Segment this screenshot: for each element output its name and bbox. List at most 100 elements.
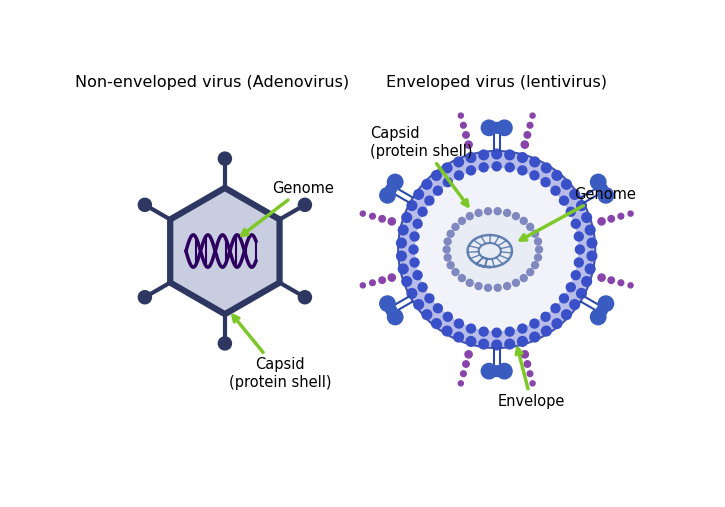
- Circle shape: [388, 218, 395, 225]
- Circle shape: [494, 208, 501, 214]
- Circle shape: [530, 319, 539, 328]
- Circle shape: [481, 120, 497, 135]
- Circle shape: [380, 188, 395, 203]
- Circle shape: [479, 163, 488, 172]
- Circle shape: [442, 163, 452, 173]
- Circle shape: [552, 319, 562, 329]
- Circle shape: [562, 310, 571, 319]
- Circle shape: [138, 291, 152, 304]
- Circle shape: [370, 213, 376, 219]
- Circle shape: [585, 225, 595, 235]
- Circle shape: [542, 326, 551, 336]
- Circle shape: [618, 280, 623, 285]
- Circle shape: [492, 149, 502, 159]
- Circle shape: [447, 262, 454, 269]
- Circle shape: [521, 275, 527, 281]
- Circle shape: [442, 326, 452, 336]
- Circle shape: [458, 218, 465, 224]
- Circle shape: [513, 212, 519, 220]
- Circle shape: [518, 337, 527, 346]
- Circle shape: [571, 220, 580, 228]
- Circle shape: [570, 190, 579, 199]
- Circle shape: [574, 258, 584, 267]
- Circle shape: [415, 168, 579, 331]
- Circle shape: [505, 327, 514, 336]
- Text: Genome: Genome: [241, 180, 334, 235]
- Circle shape: [598, 218, 605, 225]
- Circle shape: [370, 280, 376, 285]
- Circle shape: [444, 238, 451, 245]
- Circle shape: [443, 246, 450, 253]
- Circle shape: [460, 122, 466, 128]
- Text: Genome: Genome: [521, 187, 636, 240]
- Circle shape: [397, 251, 406, 261]
- Circle shape: [542, 163, 551, 173]
- Text: Envelope: Envelope: [497, 348, 565, 409]
- Circle shape: [138, 198, 152, 211]
- Circle shape: [618, 213, 623, 219]
- Circle shape: [551, 186, 560, 195]
- Circle shape: [413, 271, 422, 280]
- Circle shape: [530, 171, 539, 180]
- Circle shape: [402, 277, 412, 286]
- Circle shape: [518, 324, 527, 333]
- Circle shape: [458, 113, 463, 118]
- Circle shape: [484, 284, 492, 291]
- Circle shape: [409, 245, 418, 254]
- Circle shape: [299, 198, 312, 211]
- Circle shape: [576, 201, 587, 210]
- Circle shape: [218, 337, 231, 350]
- Circle shape: [598, 274, 605, 281]
- Circle shape: [452, 269, 459, 276]
- Text: Enveloped virus (lentivirus): Enveloped virus (lentivirus): [386, 76, 607, 90]
- Circle shape: [387, 309, 403, 324]
- Circle shape: [386, 305, 397, 316]
- Circle shape: [571, 271, 580, 280]
- Circle shape: [455, 171, 463, 180]
- Circle shape: [527, 224, 534, 230]
- Circle shape: [466, 337, 476, 346]
- Circle shape: [398, 151, 595, 348]
- Circle shape: [484, 208, 492, 214]
- Circle shape: [590, 309, 606, 324]
- Circle shape: [598, 188, 613, 203]
- Circle shape: [560, 196, 568, 205]
- Circle shape: [434, 186, 442, 195]
- Circle shape: [521, 218, 527, 224]
- Circle shape: [541, 178, 550, 187]
- Circle shape: [478, 150, 489, 160]
- Circle shape: [551, 304, 560, 313]
- Circle shape: [466, 153, 476, 162]
- Circle shape: [497, 120, 512, 135]
- Circle shape: [597, 305, 608, 316]
- Circle shape: [397, 238, 406, 248]
- Circle shape: [531, 262, 539, 269]
- Circle shape: [530, 113, 535, 118]
- Circle shape: [560, 294, 568, 303]
- Circle shape: [422, 179, 432, 189]
- Circle shape: [570, 300, 579, 309]
- Circle shape: [536, 246, 542, 253]
- Circle shape: [505, 163, 514, 172]
- Circle shape: [527, 371, 533, 377]
- Circle shape: [360, 211, 365, 216]
- Circle shape: [407, 288, 417, 298]
- Circle shape: [524, 132, 531, 138]
- Circle shape: [410, 232, 419, 241]
- Circle shape: [562, 179, 571, 189]
- Circle shape: [452, 224, 459, 230]
- Circle shape: [581, 277, 592, 286]
- Circle shape: [566, 207, 575, 216]
- Text: Non-enveloped virus (Adenovirus): Non-enveloped virus (Adenovirus): [75, 76, 349, 90]
- Circle shape: [530, 157, 539, 167]
- Circle shape: [497, 364, 512, 379]
- Circle shape: [530, 332, 539, 342]
- Circle shape: [475, 282, 482, 289]
- Circle shape: [608, 277, 615, 283]
- Circle shape: [431, 170, 442, 180]
- Polygon shape: [170, 188, 280, 314]
- Circle shape: [465, 351, 472, 358]
- Circle shape: [388, 274, 395, 281]
- Circle shape: [418, 283, 427, 292]
- Circle shape: [447, 230, 454, 237]
